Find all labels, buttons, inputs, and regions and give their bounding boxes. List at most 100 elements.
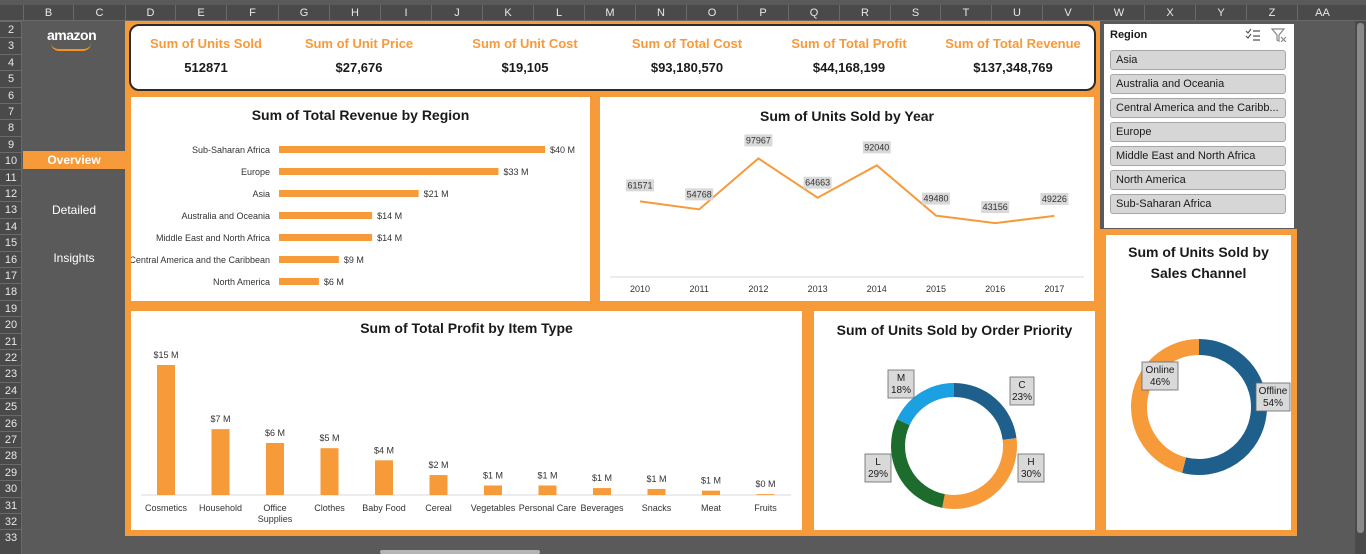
data-label-box — [685, 188, 714, 201]
row-header[interactable]: 3 — [0, 37, 22, 53]
row-header[interactable]: 9 — [0, 135, 22, 152]
row-header[interactable]: 23 — [0, 365, 22, 381]
column-header[interactable]: I — [380, 5, 431, 21]
column-header[interactable]: O — [686, 5, 737, 21]
row-header[interactable]: 5 — [0, 70, 22, 86]
column-header[interactable]: R — [839, 5, 890, 21]
row-header[interactable]: 20 — [0, 316, 22, 332]
bar — [484, 485, 502, 495]
slicer-item-asia[interactable]: Asia — [1110, 50, 1286, 70]
row-header[interactable]: 30 — [0, 480, 22, 496]
column-header[interactable]: S — [890, 5, 940, 21]
row-header[interactable]: 18 — [0, 283, 22, 299]
slicer-item-middle-east[interactable]: Middle East and North Africa — [1110, 146, 1286, 166]
column-header[interactable]: L — [533, 5, 584, 21]
category-label: Meat — [701, 503, 722, 513]
column-header[interactable]: C — [73, 5, 125, 21]
column-header[interactable]: J — [431, 5, 482, 21]
data-label: 54768 — [687, 189, 712, 199]
column-header-bar: B C D E F G H I J K L M N O P Q R S T U V W X Y Z AA — [0, 5, 1366, 21]
slicer-item-sub-saharan-africa[interactable]: Sub-Saharan Africa — [1110, 194, 1286, 214]
column-header[interactable]: Y — [1195, 5, 1246, 21]
units-by-year-chart: 2010 2011 2012 2013 2014 2015 2016 2017 61571 547… — [610, 134, 1084, 294]
row-header[interactable]: 15 — [0, 234, 22, 250]
clear-filter-icon[interactable] — [1270, 28, 1287, 45]
column-header[interactable]: Q — [788, 5, 839, 21]
column-header[interactable]: F — [226, 5, 278, 21]
data-label: 64663 — [805, 178, 830, 188]
row-header[interactable]: 16 — [0, 250, 22, 267]
horizontal-scrollbar[interactable] — [380, 550, 540, 554]
column-header[interactable]: Z — [1246, 5, 1297, 21]
kpi-value: $19,105 — [501, 60, 549, 75]
column-header[interactable]: AA — [1297, 5, 1347, 21]
profit-by-item-card: Sum of Total Profit by Item Type $15 M Co… — [131, 311, 802, 530]
column-header[interactable]: W — [1093, 5, 1144, 21]
slicer-item-australia-oceania[interactable]: Australia and Oceania — [1110, 74, 1286, 94]
multi-select-icon[interactable] — [1245, 28, 1261, 45]
row-header[interactable]: 17 — [0, 267, 22, 283]
column-header[interactable]: E — [175, 5, 226, 21]
row-header[interactable]: 14 — [0, 217, 22, 234]
slicer-item-north-america[interactable]: North America — [1110, 170, 1286, 190]
row-header[interactable]: 11 — [0, 168, 22, 185]
column-header[interactable]: U — [991, 5, 1042, 21]
row-header[interactable]: 31 — [0, 496, 22, 513]
category-label: Fruits — [754, 503, 777, 513]
callout-box — [1009, 376, 1035, 406]
row-header[interactable]: 12 — [0, 185, 22, 201]
row-header[interactable]: 29 — [0, 463, 22, 480]
data-label: 43156 — [983, 202, 1008, 212]
column-header[interactable]: M — [584, 5, 635, 21]
column-header[interactable]: V — [1042, 5, 1093, 21]
data-label: 92040 — [864, 142, 889, 152]
data-label: $7 M — [210, 414, 230, 424]
callout-box — [864, 453, 892, 483]
row-header[interactable]: 10 — [0, 152, 22, 168]
row-header[interactable]: 27 — [0, 431, 22, 447]
row-header[interactable]: 24 — [0, 381, 22, 398]
column-header[interactable]: P — [737, 5, 788, 21]
column-header[interactable]: T — [940, 5, 991, 21]
row-header[interactable]: 2 — [0, 21, 22, 37]
order-priority-card: Sum of Units Sold by Order Priority C 23%… — [814, 311, 1095, 530]
row-header[interactable]: 33 — [0, 529, 22, 545]
column-header[interactable]: K — [482, 5, 533, 21]
bar — [279, 278, 319, 285]
slicer-item-europe[interactable]: Europe — [1110, 122, 1286, 142]
row-header[interactable]: 7 — [0, 103, 22, 119]
data-label: $15 M — [153, 350, 178, 360]
column-header[interactable]: H — [329, 5, 380, 21]
row-header[interactable]: 25 — [0, 398, 22, 414]
tick-label: 2012 — [748, 284, 768, 294]
column-header[interactable]: X — [1144, 5, 1195, 21]
column-header[interactable]: G — [278, 5, 329, 21]
category-label: Clothes — [314, 503, 345, 513]
row-header[interactable]: 32 — [0, 513, 22, 529]
vertical-scrollbar[interactable] — [1355, 21, 1366, 554]
callout-category: Online — [1146, 365, 1175, 376]
row-header[interactable]: 21 — [0, 332, 22, 349]
kpi-label: Sum of Unit Cost — [472, 36, 578, 51]
row-header[interactable]: 4 — [0, 53, 22, 70]
row-header[interactable]: 19 — [0, 299, 22, 316]
slicer-item-central-america[interactable]: Central America and the Caribb... — [1110, 98, 1286, 118]
row-header[interactable]: 13 — [0, 201, 22, 217]
row-header[interactable]: 26 — [0, 414, 22, 431]
category-label: Cereal — [425, 503, 452, 513]
row-header[interactable]: 6 — [0, 86, 22, 103]
column-header[interactable]: D — [125, 5, 175, 21]
donut-slice — [1182, 339, 1267, 475]
nav-insights[interactable]: Insights — [53, 251, 95, 265]
column-header[interactable]: N — [635, 5, 686, 21]
kpi-label: Sum of Total Cost — [631, 36, 743, 51]
row-header[interactable]: 22 — [0, 349, 22, 365]
bar — [279, 234, 373, 241]
row-header[interactable]: 28 — [0, 447, 22, 463]
callout-category: M — [897, 373, 905, 384]
row-header[interactable]: 8 — [0, 119, 22, 135]
nav-overview[interactable]: Overview — [23, 151, 125, 169]
column-header[interactable]: B — [23, 5, 73, 21]
scrollbar-thumb[interactable] — [1357, 23, 1364, 533]
nav-detailed[interactable]: Detailed — [51, 203, 97, 217]
